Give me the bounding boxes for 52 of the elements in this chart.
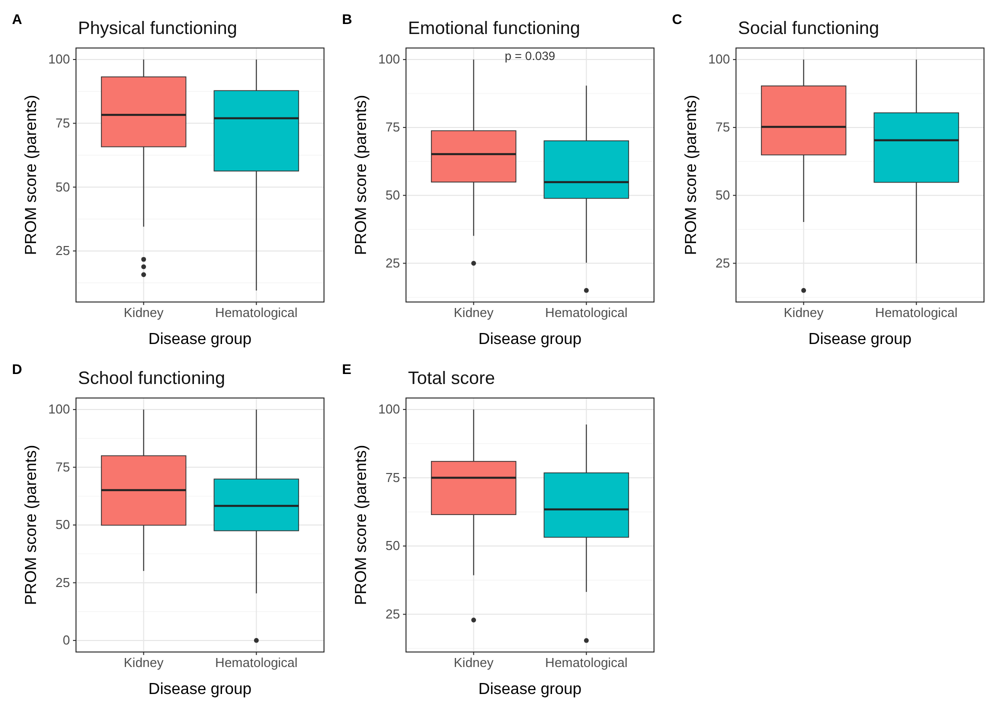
y-tick-label: 100 <box>378 52 400 67</box>
y-tick-label: 100 <box>708 52 730 67</box>
x-tick-label: Hematological <box>875 305 958 320</box>
y-tick-label: 75 <box>56 459 70 474</box>
x-tick-label: Hematological <box>215 305 298 320</box>
y-tick-label: 100 <box>48 402 70 417</box>
y-tick-label: 25 <box>386 606 400 622</box>
x-tick-label: Hematological <box>545 305 628 320</box>
chart-title: Social functioning <box>738 18 880 38</box>
chart-title: Physical functioning <box>78 18 238 38</box>
y-tick-label: 0 <box>62 632 70 648</box>
y-tick-label: 100 <box>48 52 70 67</box>
text: C <box>672 11 682 27</box>
x-tick-label: Kidney <box>454 305 494 320</box>
x-axis-title: Disease group <box>148 681 252 698</box>
y-axis-title: PROM score (parents) <box>353 444 370 606</box>
annotation: p = 0.039 <box>504 49 556 63</box>
x-tick-label: Kidney <box>454 655 494 670</box>
y-tick-label: 75 <box>716 120 730 135</box>
x-tick-label: Hematological <box>545 655 628 670</box>
y-tick-label: 50 <box>386 538 400 554</box>
y-axis-title: PROM score (parents) <box>23 94 40 256</box>
y-tick-label: 25 <box>56 574 70 590</box>
text: B <box>342 11 352 27</box>
y-tick-label: 100 <box>378 402 400 417</box>
y-tick-label: 75 <box>56 115 70 130</box>
y-tick-label: 50 <box>386 188 400 203</box>
y-axis-title: PROM score (parents) <box>683 94 700 256</box>
y-tick-label: 25 <box>386 255 400 270</box>
y-axis-title: PROM score (parents) <box>23 444 40 606</box>
x-axis-title: Disease group <box>808 331 912 348</box>
text: A <box>12 11 22 27</box>
x-axis-title: Disease group <box>148 331 252 348</box>
x-tick-label: Hematological <box>215 655 298 670</box>
x-axis-title: Disease group <box>478 331 582 348</box>
y-tick-label: 25 <box>716 255 730 270</box>
y-tick-label: 50 <box>56 179 70 194</box>
y-axis-title: PROM score (parents) <box>353 94 370 256</box>
x-tick-label: Kidney <box>784 305 824 320</box>
x-tick-label: Kidney <box>124 655 164 670</box>
text: E <box>342 361 352 377</box>
chart-title: School functioning <box>78 368 226 388</box>
y-tick-label: 50 <box>56 517 70 532</box>
chart-title: Total score <box>408 368 496 388</box>
x-tick-label: Kidney <box>124 305 164 320</box>
y-tick-label: 50 <box>716 188 730 203</box>
x-axis-title: Disease group <box>478 681 582 698</box>
y-tick-label: 75 <box>386 120 400 135</box>
y-tick-label: 75 <box>386 470 400 485</box>
chart-title: Emotional functioning <box>408 18 580 38</box>
y-tick-label: 25 <box>56 243 70 258</box>
text: D <box>12 361 22 377</box>
